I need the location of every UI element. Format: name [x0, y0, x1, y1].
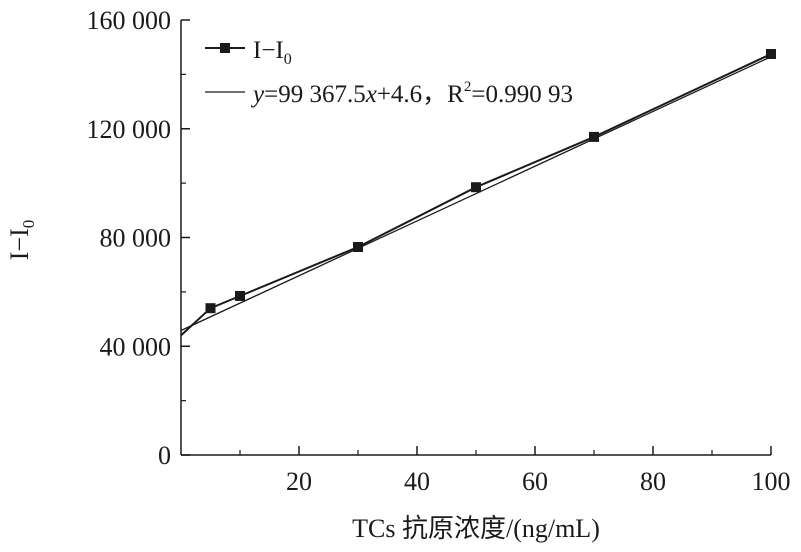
legend-fit-label: y=99 367.5x+4.6，R2=0.990 93 — [250, 79, 573, 108]
series-point — [353, 242, 363, 253]
y-ticks — [181, 19, 190, 456]
y-axis-title: I−I0 — [5, 220, 38, 260]
legend-series-marker — [220, 43, 230, 53]
y-tick-label: 0 — [158, 441, 171, 470]
x-tick-label: 80 — [640, 467, 666, 496]
x-tick-labels: 20 40 60 80 100 — [286, 467, 791, 496]
x-ticks — [239, 446, 772, 455]
x-tick-label: 40 — [404, 467, 430, 496]
y-tick-label: 40 000 — [100, 332, 172, 361]
series-point — [235, 290, 245, 301]
fit-layer — [180, 56, 772, 332]
x-tick-label: 60 — [522, 467, 548, 496]
x-tick-label: 20 — [286, 467, 312, 496]
legend: I−I0 y=99 367.5x+4.6，R2=0.990 93 — [205, 37, 573, 108]
x-axis-title: TCs 抗原浓度/(ng/mL) — [352, 514, 600, 543]
y-tick-label: 120 000 — [87, 115, 172, 144]
series-point — [205, 303, 216, 314]
legend-series-label: I−I0 — [253, 37, 292, 68]
y-tick-labels: 0 40 000 80 000 120 000 160 000 — [87, 6, 172, 470]
fit-line — [180, 56, 772, 332]
y-tick-label: 80 000 — [100, 224, 172, 253]
y-tick-label: 160 000 — [87, 6, 172, 35]
series-point — [471, 182, 481, 193]
series-layer — [180, 48, 776, 337]
x-tick-label: 100 — [752, 467, 791, 496]
series-point — [766, 48, 776, 59]
legend-series-label-sub: 0 — [284, 51, 292, 68]
series-point — [589, 131, 599, 142]
